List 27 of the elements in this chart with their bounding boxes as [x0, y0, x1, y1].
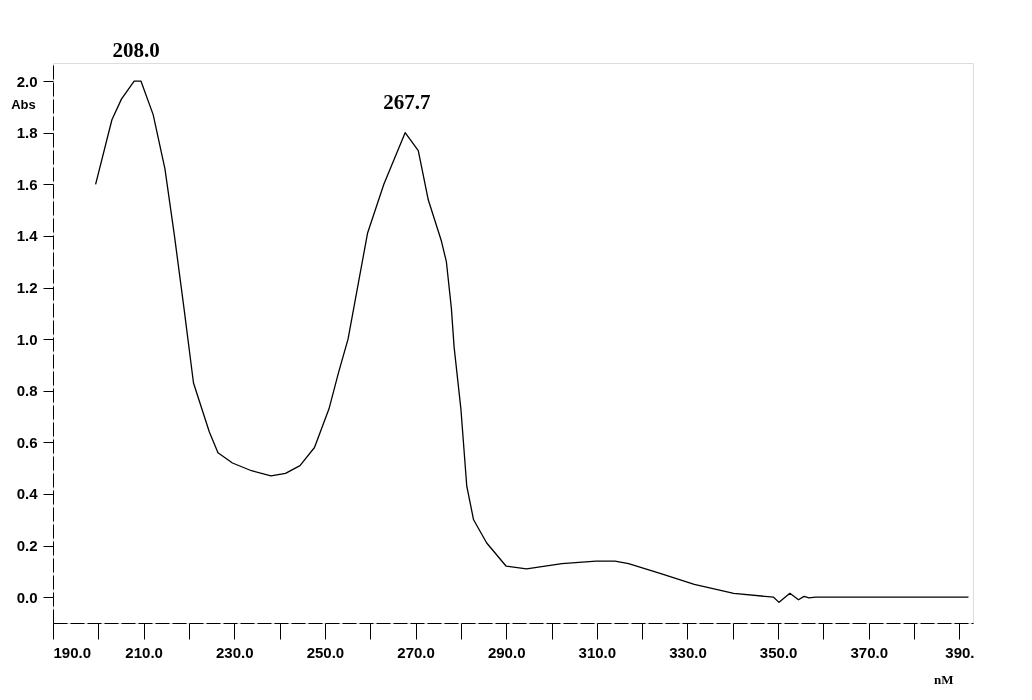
x-tick-label: 310.0 — [578, 643, 617, 661]
x-tick-label: 370.0 — [850, 643, 889, 661]
x-axis-title: nM — [934, 671, 954, 687]
y-tick-label: 0.0 — [16, 588, 38, 606]
x-tick-label: 290.0 — [487, 643, 526, 661]
y-tick-label: 1.6 — [16, 175, 38, 193]
x-tick-label: 330.0 — [669, 643, 707, 661]
y-tick-label: 1.4 — [16, 227, 39, 245]
y-tick-label: 2.0 — [16, 72, 38, 90]
x-tick-label: 210.0 — [125, 643, 163, 661]
y-tick-label: 0.6 — [16, 433, 38, 451]
y-tick-label: 0.4 — [16, 485, 39, 503]
y-tick-label: 0.2 — [16, 537, 38, 555]
x-tick-label: 190.0 — [53, 643, 92, 661]
x-tick-label: 270.0 — [397, 643, 435, 661]
x-tick-label: 350.0 — [759, 643, 798, 661]
y-tick-label: 0.8 — [16, 382, 38, 400]
y-axis-title: Abs — [11, 96, 36, 112]
y-tick-label: 1.8 — [16, 124, 38, 142]
line-series — [94, 80, 970, 604]
x-tick-label: 250.0 — [306, 643, 345, 661]
x-tick-label: 230.0 — [216, 643, 254, 661]
y-tick-label: 1.0 — [16, 330, 38, 348]
y-tick-label: 1.2 — [16, 279, 38, 297]
x-tick-label: 390. — [945, 643, 975, 661]
annotation: 208.0 — [112, 38, 160, 63]
annotation: 267.7 — [383, 89, 431, 114]
